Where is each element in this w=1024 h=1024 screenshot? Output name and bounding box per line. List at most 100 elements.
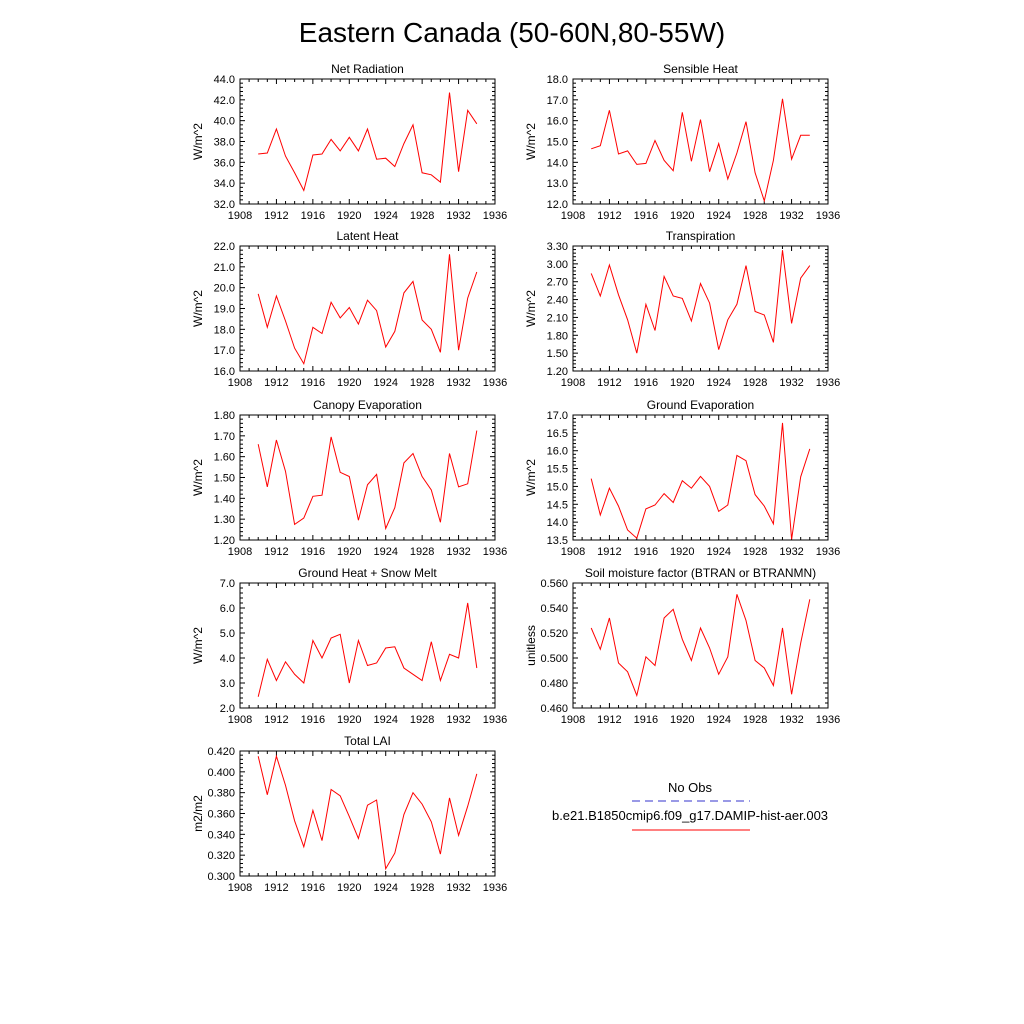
y-tick-label: 0.300 [207,871,235,883]
x-tick-label: 1924 [706,210,730,222]
y-tick-label: 17.0 [547,95,568,107]
x-tick-label: 1932 [446,882,470,894]
x-tick-label: 1936 [816,210,840,222]
x-tick-label: 1916 [301,377,325,389]
x-tick-label: 1920 [670,714,694,726]
x-tick-label: 1920 [337,377,361,389]
y-tick-label: 1.60 [214,452,235,464]
y-tick-label: 1.20 [214,535,235,547]
x-tick-label: 1936 [483,882,507,894]
y-tick-label: 0.360 [207,809,235,821]
panel-ground-evaporation: Ground Evaporation W/m^2 1908 1912 1916 1920 1… [524,398,840,558]
panel-title: Soil moisture factor (BTRAN or BTRANMN) [585,566,816,580]
x-tick-label: 1932 [446,210,470,222]
y-tick-label: 13.0 [547,178,568,190]
x-tick-label: 1912 [597,714,621,726]
y-axis-label: W/m^2 [524,290,538,327]
y-tick-label: 15.0 [547,137,568,149]
x-tick-label: 1920 [337,882,361,894]
panels-group: Net Radiation W/m^2 1908 1912 1916 1920 1924 19… [191,62,840,894]
y-tick-label: 14.0 [547,517,568,529]
x-tick-label: 1924 [706,714,730,726]
y-tick-label: 1.80 [547,330,568,342]
y-tick-label: 6.0 [220,603,235,615]
x-tick-label: 1936 [483,714,507,726]
y-axis-label: W/m^2 [524,459,538,496]
y-tick-label: 18.0 [214,324,235,336]
y-tick-label: 1.50 [547,348,568,360]
x-tick-label: 1908 [561,714,585,726]
panel-title: Total LAI [344,734,391,748]
x-tick-label: 1916 [634,377,658,389]
y-axis-label: unitless [524,625,538,666]
series-line [257,254,478,366]
x-tick-label: 1912 [264,882,288,894]
y-tick-label: 16.5 [547,428,568,440]
panel-net-radiation: Net Radiation W/m^2 1908 1912 1916 1920 1924 19… [191,62,507,222]
x-tick-label: 1908 [228,714,252,726]
y-tick-label: 1.40 [214,493,235,505]
y-tick-label: 15.0 [547,481,568,493]
panel-total-lai: Total LAI m2/m2 1908 1912 1916 1920 1924 1928 19… [191,734,507,894]
y-tick-label: 17.0 [547,410,568,422]
x-tick-label: 1924 [373,546,397,558]
x-tick-label: 1928 [410,546,434,558]
y-tick-label: 19.0 [214,304,235,316]
x-tick-label: 1916 [634,714,658,726]
x-tick-label: 1916 [301,882,325,894]
x-tick-label: 1924 [373,882,397,894]
series-line [257,602,478,697]
y-tick-label: 16.0 [547,446,568,458]
x-tick-label: 1936 [483,210,507,222]
figure-title: Eastern Canada (50-60N,80-55W) [299,17,725,48]
series-line [257,430,478,531]
x-tick-label: 1916 [301,546,325,558]
panel-canopy-evaporation: Canopy Evaporation W/m^2 1908 1912 1916 1920 1… [191,398,507,558]
y-tick-label: 1.30 [214,514,235,526]
y-tick-label: 0.320 [207,850,235,862]
y-tick-label: 3.0 [220,678,235,690]
x-tick-label: 1932 [779,377,803,389]
y-tick-label: 0.340 [207,829,235,841]
x-tick-label: 1932 [779,546,803,558]
y-tick-label: 0.380 [207,788,235,800]
x-tick-label: 1936 [816,546,840,558]
x-tick-label: 1928 [743,546,767,558]
x-tick-label: 1908 [228,882,252,894]
x-tick-label: 1932 [446,377,470,389]
y-axis-label: W/m^2 [191,123,205,160]
series-line [590,422,811,540]
x-tick-label: 1908 [228,546,252,558]
y-tick-label: 1.50 [214,473,235,485]
y-tick-label: 16.0 [214,366,235,378]
y-tick-label: 2.40 [547,295,568,307]
x-tick-label: 1912 [597,546,621,558]
y-tick-label: 40.0 [214,116,235,128]
y-tick-label: 1.80 [214,410,235,422]
y-tick-label: 14.5 [547,499,568,511]
series-line [591,98,810,203]
x-tick-label: 1928 [410,882,434,894]
x-tick-label: 1928 [743,210,767,222]
y-tick-label: 0.520 [540,628,568,640]
panel-latent-heat: Latent Heat W/m^2 1908 1912 1916 1920 1924 1928… [191,229,507,389]
x-tick-label: 1920 [670,546,694,558]
panel-transpiration: Transpiration W/m^2 1908 1912 1916 1920 1924 19… [524,229,840,389]
y-tick-label: 18.0 [547,74,568,86]
y-tick-label: 12.0 [547,199,568,211]
y-tick-label: 5.0 [220,628,235,640]
y-tick-label: 3.30 [547,241,568,253]
x-tick-label: 1908 [228,210,252,222]
x-tick-label: 1936 [816,377,840,389]
x-tick-label: 1924 [706,377,730,389]
panel-ground-heat-snow-melt: Ground Heat + Snow Melt W/m^2 1908 1912 1916… [191,566,507,726]
y-tick-label: 0.460 [540,703,568,715]
x-tick-label: 1936 [483,377,507,389]
x-tick-label: 1916 [301,714,325,726]
panel-title: Net Radiation [331,62,404,76]
x-tick-label: 1912 [264,210,288,222]
series-line [258,92,478,192]
series-line [590,250,811,354]
y-tick-label: 0.420 [207,746,235,758]
legend: No Obs b.e21.B1850cmip6.f09_g17.DAMIP-hi… [552,780,828,831]
